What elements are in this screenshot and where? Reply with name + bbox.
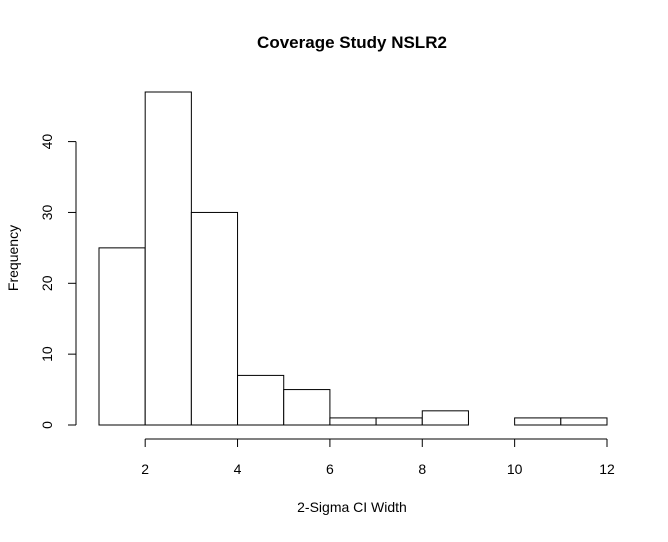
x-axis-label: 2-Sigma CI Width [297, 499, 407, 515]
histogram-bar-4 [237, 374, 285, 426]
y-axis: 0 10 20 30 40 [39, 134, 77, 429]
histogram-bar-5 [283, 389, 331, 426]
histogram-bar-3 [190, 211, 239, 426]
x-tick-label-6: 6 [326, 461, 334, 477]
y-tick-label-20: 20 [39, 275, 55, 291]
x-tick-label-2: 2 [141, 461, 149, 477]
y-tick-label-0: 0 [39, 421, 55, 429]
x-axis: 2 4 6 8 10 12 [141, 438, 615, 477]
histogram-bar-8 [421, 410, 469, 426]
y-axis-label: Frequency [5, 225, 21, 291]
x-tick-label-10: 10 [507, 461, 523, 477]
x-tick-label-4: 4 [234, 461, 242, 477]
histogram-bars [98, 91, 608, 426]
histogram-bar-2 [144, 91, 192, 426]
y-tick-label-30: 30 [39, 204, 55, 220]
x-tick-label-8: 8 [418, 461, 426, 477]
x-tick-label-12: 12 [599, 461, 615, 477]
histogram-bar-7 [375, 417, 423, 426]
y-tick-label-10: 10 [39, 346, 55, 362]
y-tick-label-40: 40 [39, 134, 55, 150]
histogram-bar-10 [514, 417, 562, 426]
histogram-bar-6 [329, 417, 377, 426]
histogram-bar-11 [560, 417, 608, 426]
histogram-bar-1 [98, 247, 146, 426]
chart-title: Coverage Study NSLR2 [257, 33, 447, 52]
